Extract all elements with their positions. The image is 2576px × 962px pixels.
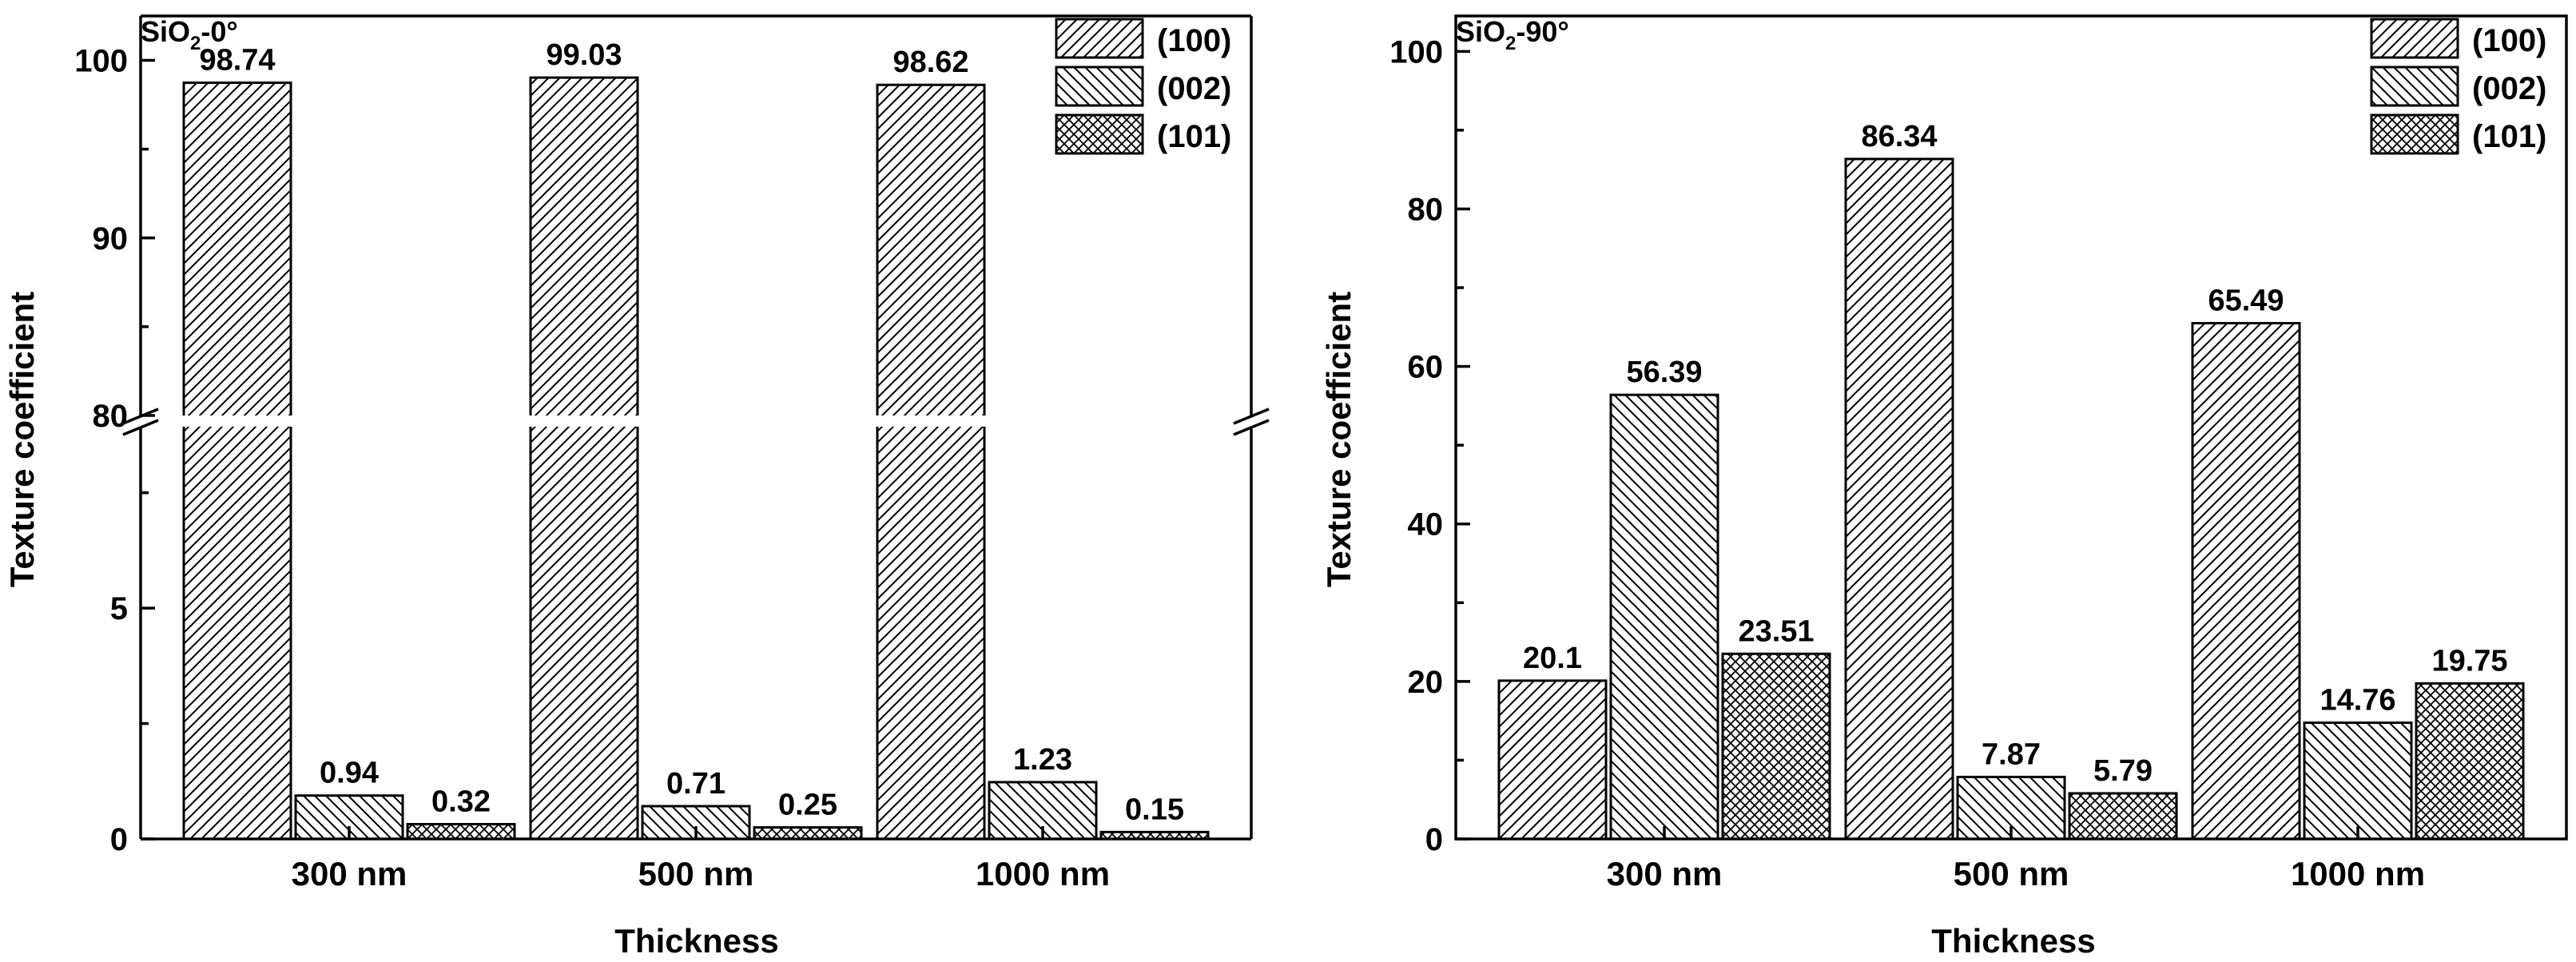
left-y-axis-label: Texture coefficient <box>3 292 41 587</box>
right-value-label: 56.39 <box>1626 356 1702 389</box>
left-y-tick-label: 0 <box>110 822 128 857</box>
right-value-label: 7.87 <box>1982 737 2041 771</box>
left-x-tick-label: 300 nm <box>292 855 407 892</box>
left-legend: (100) (002) (101) <box>1055 18 1231 155</box>
left-legend-label: (101) <box>1157 119 1231 154</box>
right-value-label: 65.49 <box>2208 284 2284 318</box>
left-bar-101-0 <box>406 823 516 841</box>
left-y-tick-label: 80 <box>93 399 129 434</box>
chart-panel-right: 20.1 86.34 65.49 56.39 7.87 14.76 23.51 5.79 19.… <box>1320 14 2568 960</box>
right-bar-002-2 <box>2303 722 2413 841</box>
right-axes <box>1454 14 2568 841</box>
left-y-tick-label: 90 <box>93 221 129 256</box>
right-legend-swatch-100 <box>2370 18 2459 59</box>
right-value-label: 20.1 <box>1523 642 1582 675</box>
right-panel-label: SiO2-90° <box>1456 15 1569 54</box>
left-axes <box>122 14 1270 841</box>
right-x-tick-labels: 300 nm 500 nm 1000 nm <box>1607 855 2425 892</box>
left-value-label: 98.74 <box>199 44 275 78</box>
left-value-label: 98.62 <box>892 46 968 79</box>
left-axis-break-gap <box>125 415 1267 427</box>
left-bar-100-1 <box>529 76 639 841</box>
right-legend-label: (100) <box>2472 23 2546 58</box>
right-x-tick-label: 300 nm <box>1607 855 1723 892</box>
right-x-axis-label: Thickness <box>1931 922 2095 960</box>
left-panel-label: SiO2-0° <box>141 15 238 54</box>
right-bar-101-1 <box>2068 792 2178 841</box>
left-value-label: 0.25 <box>778 789 837 822</box>
right-y-tick-label: 100 <box>1389 34 1443 70</box>
left-legend-label: (100) <box>1157 23 1231 58</box>
right-y-tick-label: 40 <box>1408 507 1444 543</box>
left-value-labels: 98.74 99.03 98.62 0.94 0.71 1.23 0.32 0.25 0.15 <box>199 38 1184 826</box>
right-value-labels: 20.1 86.34 65.49 56.39 7.87 14.76 23.51 5.79 19.… <box>1523 120 2508 788</box>
left-break-mark <box>122 419 159 436</box>
right-legend: (100) (002) (101) <box>2370 18 2546 155</box>
chart-panel-left: 98.74 99.03 98.620.94 0.711.230.32 0.25 0.15 … <box>3 14 1270 960</box>
right-y-tick-label: 0 <box>1425 822 1443 857</box>
left-bar-100-0 <box>182 81 292 841</box>
left-value-label: 0.71 <box>666 767 725 801</box>
left-value-label: 99.03 <box>546 38 622 72</box>
right-legend-label: (002) <box>2472 71 2546 106</box>
left-y-tick-labels: 80 90 100 0 5 <box>74 44 128 857</box>
left-value-label: 1.23 <box>1013 743 1072 777</box>
left-value-label: 0.15 <box>1125 793 1184 826</box>
left-y-tick-label: 100 <box>74 44 128 79</box>
left-x-tick-labels: 300 nm 500 nm 1000 nm <box>292 855 1110 892</box>
left-break-mark <box>1233 407 1270 425</box>
right-x-tick-label: 500 nm <box>1954 855 2069 892</box>
right-y-tick-labels: 0 20 40 60 80 100 <box>1389 34 1443 857</box>
left-x-tick-label: 500 nm <box>638 855 754 892</box>
left-legend-label: (002) <box>1157 71 1231 106</box>
right-y-tick-label: 60 <box>1408 350 1444 385</box>
right-x-tick-label: 1000 nm <box>2291 855 2425 892</box>
right-value-label: 5.79 <box>2093 754 2153 788</box>
right-bar-100-1 <box>1844 157 1954 841</box>
right-bars <box>1497 157 2525 841</box>
right-bar-100-0 <box>1497 679 1608 841</box>
right-bar-002-0 <box>1609 393 1719 841</box>
left-bar-101-1 <box>753 826 863 841</box>
right-bar-101-2 <box>2415 682 2525 841</box>
right-y-tick-label: 20 <box>1408 665 1444 700</box>
right-value-label: 19.75 <box>2431 644 2507 678</box>
left-break-mark <box>1233 419 1270 436</box>
left-legend-swatch-101 <box>1055 113 1144 155</box>
left-value-label: 0.32 <box>431 785 491 819</box>
left-x-axis-label: Thickness <box>614 922 778 960</box>
right-bar-101-0 <box>1721 652 1831 841</box>
right-bar-100-2 <box>2191 322 2301 841</box>
right-legend-label: (101) <box>2472 119 2546 154</box>
right-value-label: 86.34 <box>1861 120 1937 153</box>
right-value-label: 14.76 <box>2320 684 2395 718</box>
left-bars <box>125 76 1267 841</box>
right-y-tick-label: 80 <box>1408 192 1444 227</box>
left-legend-swatch-100 <box>1055 18 1144 59</box>
left-value-label: 0.94 <box>320 757 379 790</box>
right-legend-swatch-101 <box>2370 113 2459 155</box>
right-y-axis-label: Texture coefficient <box>1320 292 1358 587</box>
left-legend-swatch-002 <box>1055 66 1144 107</box>
right-legend-swatch-002 <box>2370 66 2459 107</box>
left-x-tick-label: 1000 nm <box>976 855 1110 892</box>
left-y-tick-label: 5 <box>110 591 128 626</box>
right-value-label: 23.51 <box>1738 614 1814 648</box>
left-bar-100-2 <box>876 83 986 841</box>
